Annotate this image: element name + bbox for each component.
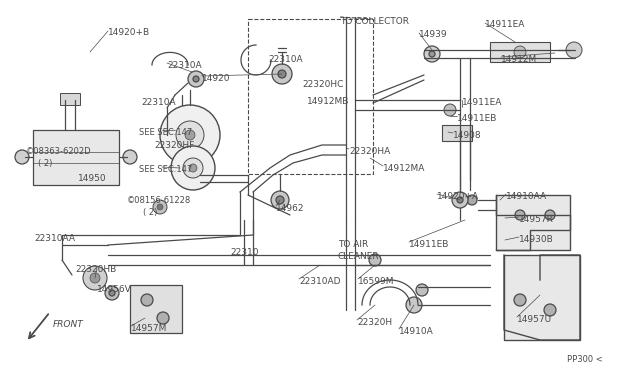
Text: ©08363-6202D: ©08363-6202D bbox=[26, 147, 92, 156]
Circle shape bbox=[90, 273, 100, 283]
Circle shape bbox=[276, 196, 284, 204]
Text: ( 2): ( 2) bbox=[38, 159, 52, 168]
Circle shape bbox=[193, 76, 199, 82]
Circle shape bbox=[153, 200, 167, 214]
Circle shape bbox=[160, 105, 220, 165]
Text: 22320HA: 22320HA bbox=[349, 147, 390, 156]
Circle shape bbox=[189, 164, 197, 172]
Circle shape bbox=[566, 42, 582, 58]
Circle shape bbox=[109, 290, 115, 296]
Circle shape bbox=[452, 192, 468, 208]
Circle shape bbox=[176, 121, 204, 149]
Circle shape bbox=[514, 294, 526, 306]
Bar bbox=[248, 19, 373, 174]
Text: 14957U: 14957U bbox=[517, 315, 552, 324]
Text: 14957R: 14957R bbox=[519, 215, 554, 224]
Text: 14912MA: 14912MA bbox=[383, 164, 426, 173]
Text: 14939: 14939 bbox=[419, 30, 447, 39]
Circle shape bbox=[515, 210, 525, 220]
Text: 14908: 14908 bbox=[453, 131, 482, 140]
Bar bbox=[504, 255, 580, 340]
Text: 14910A: 14910A bbox=[399, 327, 434, 336]
Circle shape bbox=[271, 191, 289, 209]
Text: ( 2): ( 2) bbox=[143, 208, 157, 217]
Text: ©08156-61228: ©08156-61228 bbox=[127, 196, 191, 205]
Text: 16599M: 16599M bbox=[358, 277, 394, 286]
Circle shape bbox=[157, 312, 169, 324]
Circle shape bbox=[188, 71, 204, 87]
Circle shape bbox=[185, 130, 195, 140]
Circle shape bbox=[416, 284, 428, 296]
Bar bbox=[496, 195, 570, 250]
Text: SEE SEC.147: SEE SEC.147 bbox=[139, 165, 192, 174]
Bar bbox=[130, 285, 182, 333]
Circle shape bbox=[467, 195, 477, 205]
Text: 14920+A: 14920+A bbox=[437, 192, 479, 201]
Text: 22310A: 22310A bbox=[268, 55, 303, 64]
Text: 14920+B: 14920+B bbox=[108, 28, 150, 37]
Circle shape bbox=[15, 150, 29, 164]
Text: 22320HC: 22320HC bbox=[302, 80, 344, 89]
Text: 14910AA: 14910AA bbox=[506, 192, 547, 201]
Circle shape bbox=[406, 297, 422, 313]
Text: 14950: 14950 bbox=[78, 174, 107, 183]
Circle shape bbox=[171, 146, 215, 190]
Text: 22320H: 22320H bbox=[357, 318, 392, 327]
Text: 14957M: 14957M bbox=[131, 324, 168, 333]
Circle shape bbox=[429, 51, 435, 57]
Circle shape bbox=[424, 46, 440, 62]
Bar bbox=[60, 93, 80, 105]
Text: 22310AD: 22310AD bbox=[299, 277, 340, 286]
Circle shape bbox=[105, 286, 119, 300]
Circle shape bbox=[157, 204, 163, 210]
Text: 14956V: 14956V bbox=[97, 285, 132, 294]
Circle shape bbox=[369, 254, 381, 266]
Text: 22310: 22310 bbox=[230, 248, 259, 257]
Circle shape bbox=[544, 304, 556, 316]
Bar bbox=[442, 125, 472, 141]
Text: 14920: 14920 bbox=[202, 74, 230, 83]
Circle shape bbox=[141, 294, 153, 306]
Text: 14911EB: 14911EB bbox=[457, 114, 497, 123]
Text: 14911EA: 14911EA bbox=[462, 98, 502, 107]
Text: 14911EA: 14911EA bbox=[485, 20, 525, 29]
Circle shape bbox=[183, 158, 203, 178]
Circle shape bbox=[272, 64, 292, 84]
Text: SEE SEC.147: SEE SEC.147 bbox=[139, 128, 192, 137]
Text: PP300 <: PP300 < bbox=[567, 355, 603, 364]
Text: TO COLLECTOR: TO COLLECTOR bbox=[340, 17, 409, 26]
Circle shape bbox=[514, 46, 526, 58]
Text: 22320HB: 22320HB bbox=[75, 265, 116, 274]
Circle shape bbox=[457, 197, 463, 203]
Text: 14930B: 14930B bbox=[519, 235, 554, 244]
Bar bbox=[490, 42, 550, 62]
Circle shape bbox=[83, 266, 107, 290]
Circle shape bbox=[123, 150, 137, 164]
Text: 14912MB: 14912MB bbox=[307, 97, 349, 106]
Text: 14911EB: 14911EB bbox=[409, 240, 449, 249]
Text: CLEANER: CLEANER bbox=[338, 252, 380, 261]
Circle shape bbox=[444, 104, 456, 116]
Text: 14962: 14962 bbox=[276, 204, 305, 213]
Circle shape bbox=[278, 70, 286, 78]
Text: 22320HF: 22320HF bbox=[154, 141, 195, 150]
Circle shape bbox=[545, 210, 555, 220]
Text: 22310A: 22310A bbox=[141, 98, 175, 107]
Bar bbox=[33, 130, 119, 185]
Text: 14912M: 14912M bbox=[501, 55, 537, 64]
Text: 22310A: 22310A bbox=[167, 61, 202, 70]
Text: 22310AA: 22310AA bbox=[34, 234, 75, 243]
Text: FRONT: FRONT bbox=[53, 320, 84, 329]
Text: TO AIR: TO AIR bbox=[338, 240, 368, 249]
